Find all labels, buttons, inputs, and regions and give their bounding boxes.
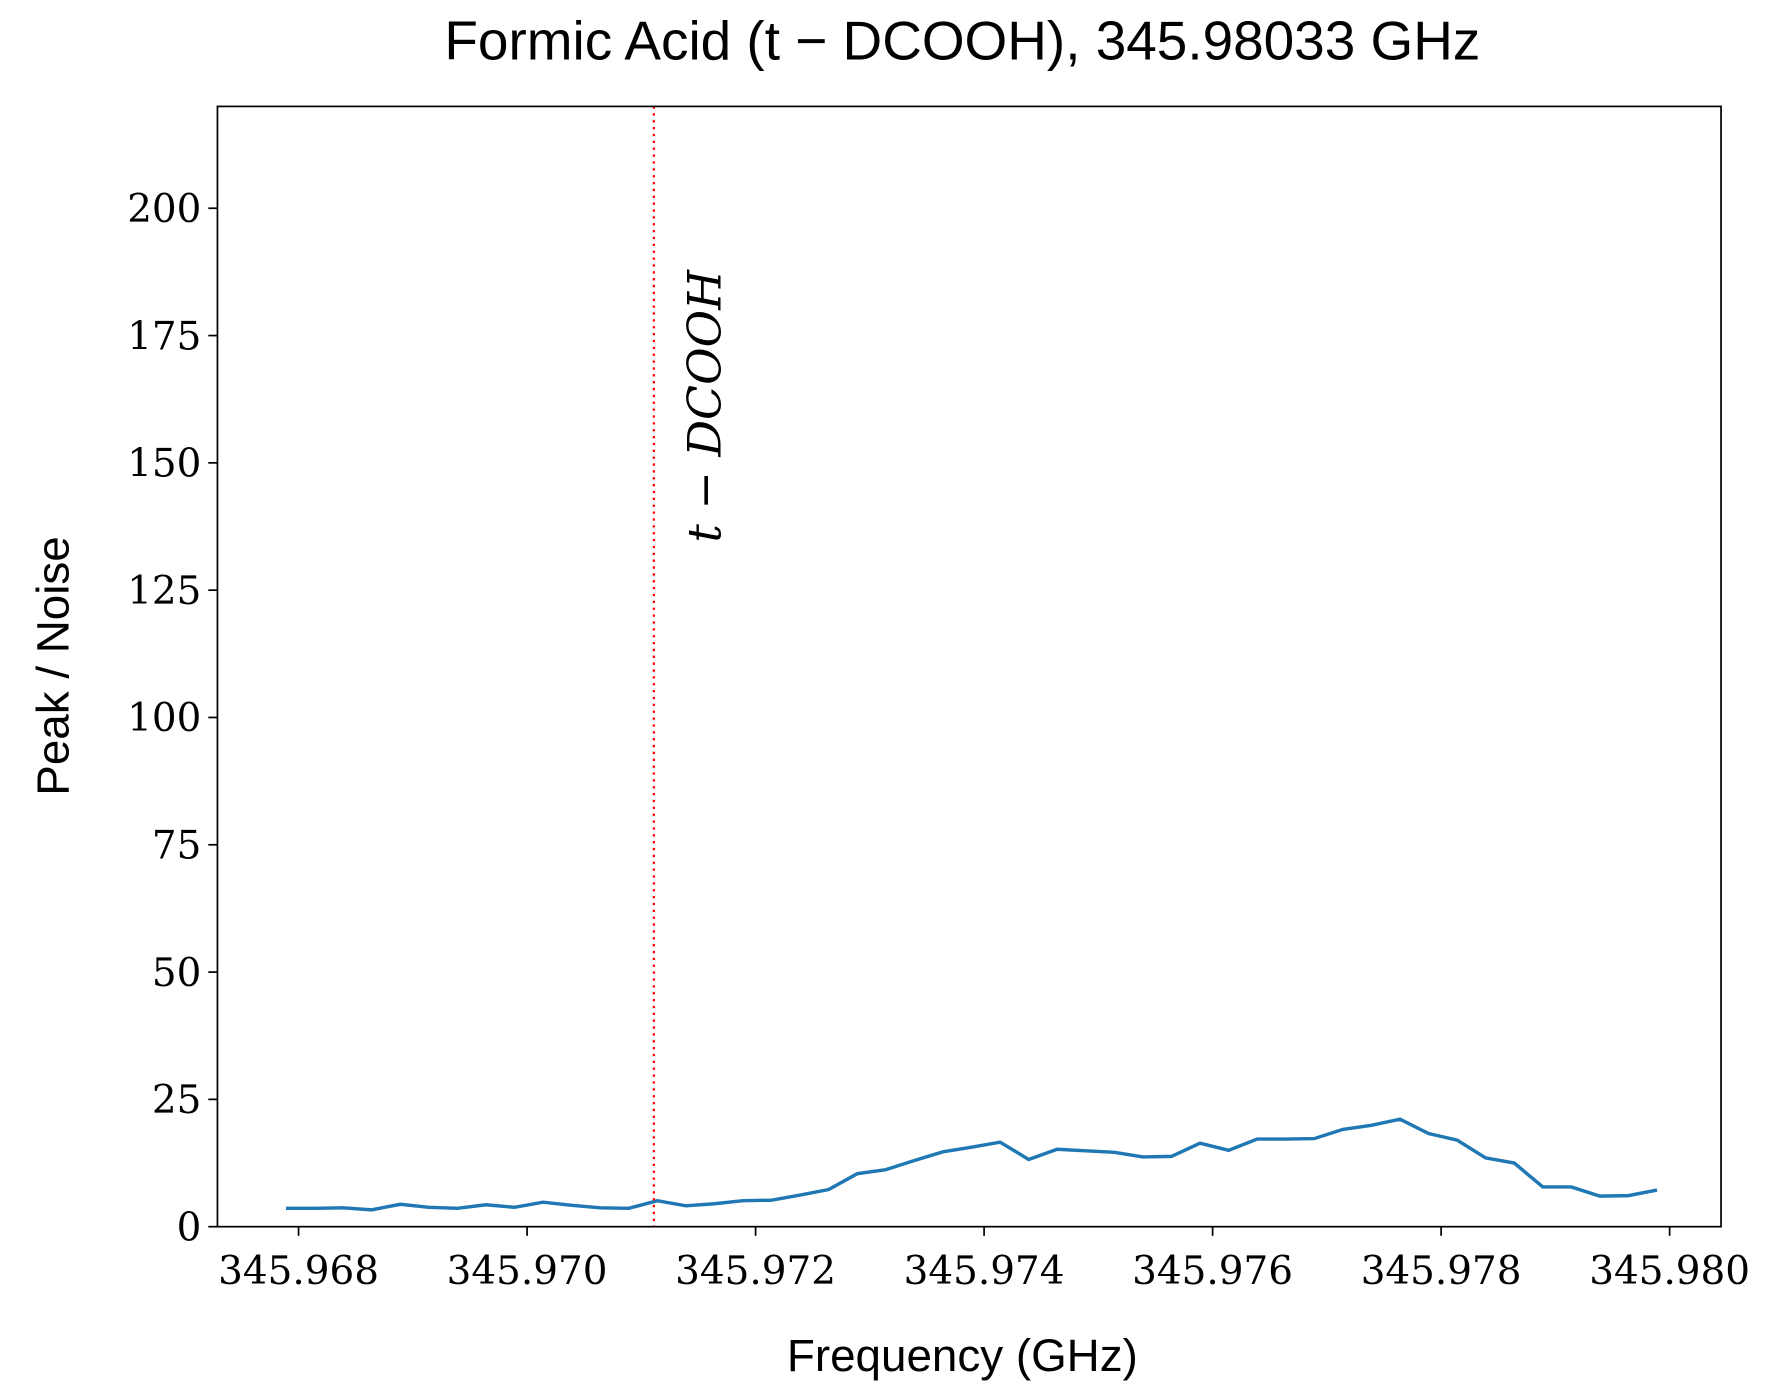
y-tick-label: 0 xyxy=(177,1205,202,1250)
y-tick-label: 175 xyxy=(127,314,201,359)
y-tick-label: 150 xyxy=(127,442,201,487)
y-tick-label: 125 xyxy=(127,569,201,614)
data-line xyxy=(286,1117,1658,1212)
x-tick-label: 345.980 xyxy=(1589,1249,1750,1294)
y-tick-label: 200 xyxy=(127,187,201,232)
x-tick-label: 345.968 xyxy=(218,1249,379,1294)
x-tick-label: 345.974 xyxy=(904,1249,1065,1294)
x-tick-label: 345.978 xyxy=(1361,1249,1522,1294)
y-tick-label: 100 xyxy=(127,696,201,741)
reference-label: t − DCOOH xyxy=(678,269,731,543)
y-tick-label: 25 xyxy=(152,1078,202,1123)
x-tick-label: 345.970 xyxy=(447,1249,608,1294)
plot-frame xyxy=(216,105,1722,1228)
x-axis-label: Frequency (GHz) xyxy=(787,1330,1138,1381)
x-tick-label: 345.976 xyxy=(1132,1249,1293,1294)
y-tick-label: 50 xyxy=(152,951,202,996)
y-axis-label: Peak / Noise xyxy=(28,536,79,795)
chart-title: Formic Acid (t − DCOOH), 345.98033 GHz xyxy=(444,10,1480,72)
x-tick-label: 345.972 xyxy=(675,1249,836,1294)
y-tick-label: 75 xyxy=(152,823,202,868)
